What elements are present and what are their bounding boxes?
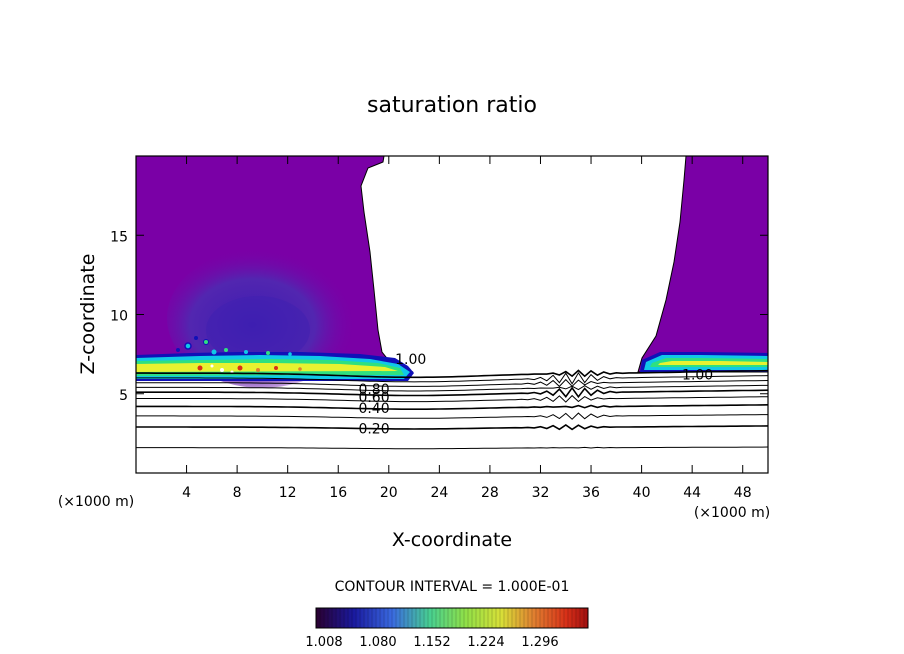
x-tick-label: 32 [532,485,550,501]
contour-line [136,371,768,385]
right-band-yellow [658,361,768,365]
plot-area: 1.00 1.00 0.800.600.40 0.20 [136,156,768,450]
x-unit-label-left: (×1000 m) [58,494,134,510]
contour-label: 0.20 [358,422,389,438]
y-axis-ticks: 5 10 15 [110,229,768,404]
x-tick-label: 40 [633,485,651,501]
contour-label: 0.40 [358,401,389,417]
x-tick-label: 44 [683,485,701,501]
x-tick-label: 28 [481,485,499,501]
contour-label: 1.00 [395,352,426,368]
y-tick-label: 5 [119,388,128,404]
x-tick-label: 20 [380,485,398,501]
colorbar: 1.008 1.080 1.152 1.224 1.296 [305,607,589,650]
colorbar-tick-label: 1.152 [413,635,450,650]
colorbar-gradient [315,607,589,629]
x-tick-label: 36 [582,485,600,501]
colorbar-tick-label: 1.296 [521,635,558,650]
contour-line [136,386,768,399]
x-tick-label: 16 [329,485,347,501]
y-axis-label: Z-coordinate [77,254,99,375]
x-unit-label-right: (×1000 m) [694,505,770,521]
contour-line [136,412,768,420]
x-tick-label: 4 [182,485,191,501]
chart-title: saturation ratio [367,93,537,118]
contour-line [136,394,768,403]
contour-interval-text: CONTOUR INTERVAL = 1.000E-01 [335,579,570,595]
contour-label: 0.80 [358,382,389,398]
x-axis-label: X-coordinate [392,529,512,551]
contour-labels: 1.00 1.00 0.800.600.40 0.20 [358,352,713,438]
right-fill-region [637,156,768,373]
contour-line [136,404,768,410]
contour-lines [136,369,768,450]
left-core-region [206,296,310,364]
x-axis-ticks: 4 8 12 16 20 24 28 32 36 40 44 48 [182,156,752,501]
contour-line [136,369,768,379]
colorbar-tick-label: 1.008 [305,635,342,650]
contour-line [136,384,768,392]
contour-line [136,424,768,431]
x-tick-label: 24 [430,485,448,501]
contour-line [136,446,768,450]
y-tick-label: 10 [110,309,128,325]
colorbar-tick-label: 1.080 [359,635,396,650]
colorbar-stripes [315,608,585,628]
y-tick-label: 15 [110,229,128,245]
contour-label: 0.60 [358,390,389,406]
left-band-speckles [176,336,302,374]
colorbar-tick-label: 1.224 [467,635,504,650]
x-tick-label: 48 [734,485,752,501]
x-tick-label: 8 [233,485,242,501]
x-tick-label: 12 [279,485,297,501]
contour-label: 1.00 [682,368,713,384]
contour-line [136,378,768,388]
colorbar-tick-labels: 1.008 1.080 1.152 1.224 1.296 [305,635,558,650]
